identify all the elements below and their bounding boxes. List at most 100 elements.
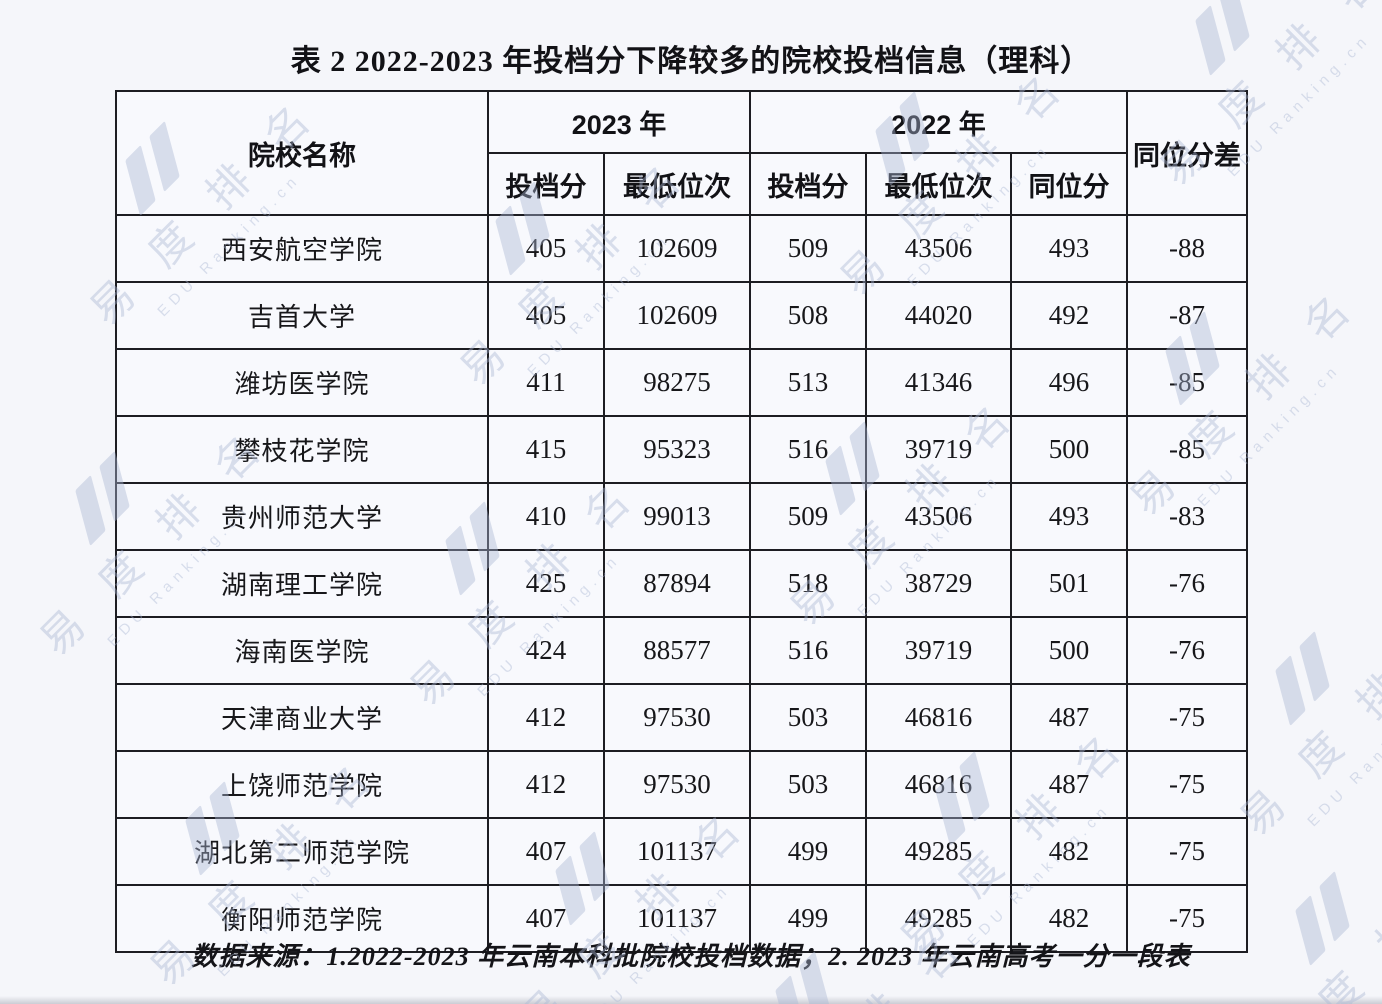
rank-2022-cell: 41346 [865,348,1013,417]
equiv-score-cell: 492 [1010,281,1129,350]
data-source-footnote: 数据来源：1.2022-2023 年云南本科批院校投档数据；2. 2023 年云… [191,942,1191,971]
score-2023-cell: 405 [487,281,605,350]
score-2023-cell: 425 [487,549,605,618]
college-name-cell: 潍坊医学院 [115,348,489,417]
college-name-cell: 湖北第二师范学院 [115,817,489,886]
equiv-diff-cell: -75 [1126,683,1249,752]
equiv-score-cell: 500 [1010,415,1129,484]
score-2023-cell: 411 [487,348,605,417]
header-score-2023: 投档分 [487,152,605,216]
score-2023-cell: 412 [487,683,605,752]
table-row: 贵州师范大学 410 99013 509 43506 493 -83 [115,482,1249,551]
score-2022-cell: 516 [749,616,868,685]
rank-2023-cell: 97530 [602,683,752,752]
header-college-name: 院校名称 [115,90,489,216]
rank-2022-cell: 46816 [865,750,1013,819]
score-2023-cell: 405 [487,214,605,283]
score-2022-cell: 499 [749,884,868,953]
rank-2022-cell: 49285 [865,817,1013,886]
score-2022-cell: 503 [749,750,868,819]
rank-2022-cell: 38729 [865,549,1013,618]
score-2023-cell: 412 [487,750,605,819]
college-name-cell: 贵州师范大学 [115,482,489,551]
score-2022-cell: 516 [749,415,868,484]
equiv-diff-cell: -88 [1126,214,1249,283]
equiv-diff-cell: -76 [1126,616,1249,685]
equiv-score-cell: 493 [1010,214,1129,283]
rank-2022-cell: 39719 [865,616,1013,685]
rank-2022-cell: 43506 [865,482,1013,551]
college-name-cell: 湖南理工学院 [115,549,489,618]
rank-2023-cell: 101137 [602,884,752,953]
equiv-score-cell: 482 [1010,884,1129,953]
rank-2023-cell: 102609 [602,214,752,283]
table-header-row-years: 院校名称 2023 年 2022 年 同位分差 [115,90,1249,216]
page-title: 表 2 2022-2023 年投档分下降较多的院校投档信息（理科） [290,45,1092,78]
college-name-cell: 上饶师范学院 [115,750,489,819]
rank-2022-cell: 49285 [865,884,1013,953]
college-name-cell: 攀枝花学院 [115,415,489,484]
watermark-en-text: EDU Ranking.cn [1324,920,1382,1004]
table-row: 湖南理工学院 425 87894 518 38729 501 -76 [115,549,1249,618]
table-row: 海南医学院 424 88577 516 39719 500 -76 [115,616,1249,685]
equiv-score-cell: 493 [1010,482,1129,551]
score-2022-cell: 509 [749,482,868,551]
equiv-diff-cell: -75 [1126,750,1249,819]
header-year-2022: 2022 年 [749,90,1129,154]
equiv-diff-cell: -75 [1126,817,1249,886]
equiv-score-cell: 487 [1010,683,1129,752]
score-2023-cell: 410 [487,482,605,551]
college-name-cell: 海南医学院 [115,616,489,685]
rank-2022-cell: 44020 [865,281,1013,350]
rank-2023-cell: 99013 [602,482,752,551]
table-header-row-metrics: 投档分 最低位次 投档分 最低位次 同位分 [116,152,1247,216]
header-year-2023: 2023 年 [486,90,752,154]
rank-2023-cell: 87894 [602,549,752,618]
header-min-rank-2022: 最低位次 [865,152,1013,216]
rank-2023-cell: 97530 [602,750,752,819]
rank-2023-cell: 95323 [602,415,752,484]
bottom-edge-shadow [0,996,1382,1004]
score-2022-cell: 499 [749,817,868,886]
score-2022-cell: 509 [749,214,868,283]
equiv-score-cell: 500 [1010,616,1129,685]
rank-2022-cell: 46816 [865,683,1013,752]
table-row: 攀枝花学院 415 95323 516 39719 500 -85 [115,415,1249,484]
college-name-cell: 天津商业大学 [115,683,489,752]
equiv-score-cell: 496 [1010,348,1129,417]
admission-score-table: 院校名称 2023 年 2022 年 同位分差 投档分 最低位次 投档分 最低位… [115,90,1249,953]
equiv-score-cell: 482 [1010,817,1129,886]
college-name-cell: 西安航空学院 [115,214,489,283]
table-row: 西安航空学院 405 102609 509 43506 493 -88 [115,214,1249,283]
equiv-diff-cell: -87 [1126,281,1249,350]
score-2023-cell: 407 [487,817,605,886]
score-2022-cell: 508 [749,281,868,350]
rank-2022-cell: 43506 [865,214,1013,283]
score-2022-cell: 503 [749,683,868,752]
rank-2023-cell: 98275 [602,348,752,417]
table-body: 西安航空学院 405 102609 509 43506 493 -88 吉首大学… [115,214,1249,953]
table-row: 湖北第二师范学院 407 101137 499 49285 482 -75 [115,817,1249,886]
rank-2023-cell: 101137 [602,817,752,886]
equiv-diff-cell: -85 [1126,415,1249,484]
score-2023-cell: 415 [487,415,605,484]
header-min-rank-2023: 最低位次 [602,152,752,216]
equiv-diff-cell: -85 [1126,348,1249,417]
score-2023-cell: 424 [487,616,605,685]
equiv-score-cell: 501 [1010,549,1129,618]
header-equiv-score: 同位分 [1010,152,1129,216]
score-2022-cell: 513 [749,348,868,417]
table-header: 院校名称 2023 年 2022 年 同位分差 投档分 最低位次 投档分 最低位… [115,90,1249,216]
table-row: 吉首大学 405 102609 508 44020 492 -87 [115,281,1249,350]
header-score-2022: 投档分 [749,152,868,216]
college-name-cell: 衡阳师范学院 [115,884,489,953]
header-equiv-diff: 同位分差 [1126,90,1249,216]
rank-2023-cell: 88577 [602,616,752,685]
score-2023-cell: 407 [487,884,605,953]
equiv-diff-cell: -83 [1126,482,1249,551]
table-row: 天津商业大学 412 97530 503 46816 487 -75 [115,683,1249,752]
equiv-diff-cell: -75 [1126,884,1249,953]
score-2022-cell: 518 [749,549,868,618]
rank-2022-cell: 39719 [865,415,1013,484]
table-row: 上饶师范学院 412 97530 503 46816 487 -75 [115,750,1249,819]
